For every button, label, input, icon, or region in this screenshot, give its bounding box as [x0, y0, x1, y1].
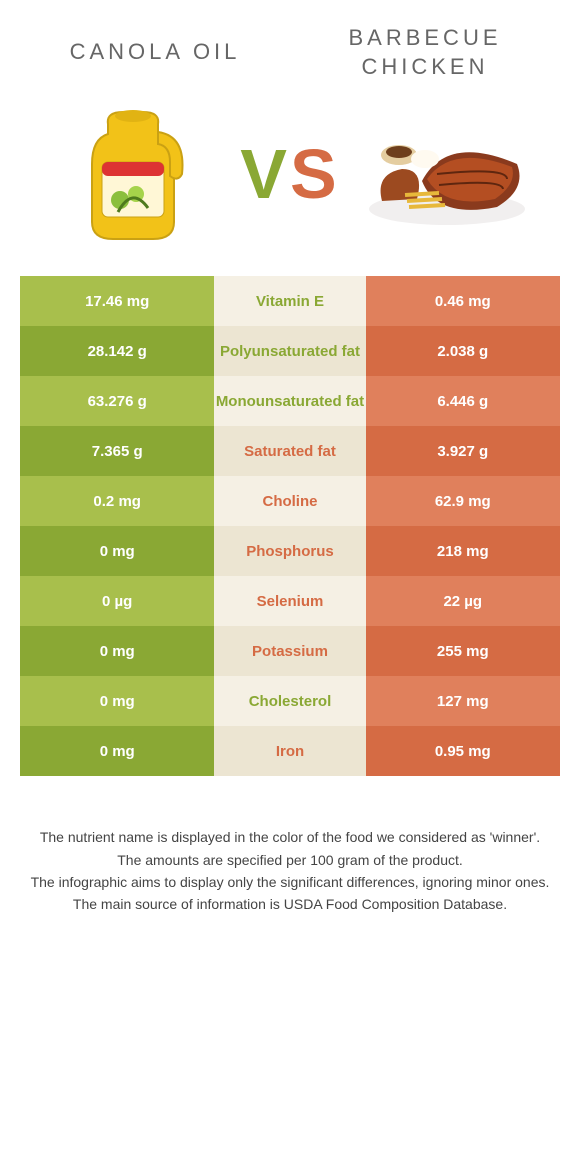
nutrient-label: Potassium	[214, 626, 365, 676]
footnote-line: The nutrient name is displayed in the co…	[30, 826, 550, 848]
right-value: 127 mg	[366, 676, 560, 726]
left-value: 0 mg	[20, 526, 214, 576]
table-row: 0.2 mgCholine62.9 mg	[20, 476, 560, 526]
table-row: 0 mgCholesterol127 mg	[20, 676, 560, 726]
nutrient-label: Monounsaturated fat	[214, 376, 365, 426]
right-value: 2.038 g	[366, 326, 560, 376]
nutrient-label: Iron	[214, 726, 365, 776]
nutrient-label: Polyunsaturated fat	[214, 326, 365, 376]
table-row: 17.46 mgVitamin E0.46 mg	[20, 276, 560, 326]
left-value: 28.142 g	[20, 326, 214, 376]
right-value: 22 µg	[366, 576, 560, 626]
vs-label: VS	[240, 139, 339, 209]
vs-v: V	[240, 135, 290, 213]
header-titles: CANOLA OIL BARBECUE CHICKEN	[0, 0, 580, 91]
right-value: 255 mg	[366, 626, 560, 676]
table-row: 0 µgSelenium22 µg	[20, 576, 560, 626]
footnote-line: The amounts are specified per 100 gram o…	[30, 849, 550, 871]
left-value: 7.365 g	[20, 426, 214, 476]
vs-s: S	[290, 135, 340, 213]
right-value: 218 mg	[366, 526, 560, 576]
infographic: CANOLA OIL BARBECUE CHICKEN VS	[0, 0, 580, 956]
table-row: 0 mgPhosphorus218 mg	[20, 526, 560, 576]
comparison-table: 17.46 mgVitamin E0.46 mg28.142 gPolyunsa…	[0, 276, 580, 796]
left-value: 0 mg	[20, 726, 214, 776]
left-value: 0 mg	[20, 626, 214, 676]
table-row: 28.142 gPolyunsaturated fat2.038 g	[20, 326, 560, 376]
left-value: 0 mg	[20, 676, 214, 726]
nutrient-label: Choline	[214, 476, 365, 526]
footnote-line: The infographic aims to display only the…	[30, 871, 550, 893]
right-food-title: BARBECUE CHICKEN	[290, 24, 560, 81]
left-value: 17.46 mg	[20, 276, 214, 326]
footnote-line: The main source of information is USDA F…	[30, 893, 550, 915]
left-food-title: CANOLA OIL	[20, 38, 290, 67]
table-row: 0 mgPotassium255 mg	[20, 626, 560, 676]
left-food-name: CANOLA OIL	[20, 38, 290, 67]
right-value: 62.9 mg	[366, 476, 560, 526]
right-value: 3.927 g	[366, 426, 560, 476]
nutrient-label: Phosphorus	[214, 526, 365, 576]
left-value: 63.276 g	[20, 376, 214, 426]
nutrient-label: Selenium	[214, 576, 365, 626]
nutrient-label: Vitamin E	[214, 276, 365, 326]
right-value: 6.446 g	[366, 376, 560, 426]
nutrient-label: Saturated fat	[214, 426, 365, 476]
canola-oil-image	[60, 101, 205, 246]
nutrient-label: Cholesterol	[214, 676, 365, 726]
table-row: 7.365 gSaturated fat3.927 g	[20, 426, 560, 476]
left-value: 0.2 mg	[20, 476, 214, 526]
footnotes: The nutrient name is displayed in the co…	[0, 796, 580, 956]
barbecue-chicken-image	[375, 101, 520, 246]
vs-row: VS	[0, 91, 580, 276]
right-food-name: BARBECUE CHICKEN	[290, 24, 560, 81]
table-row: 0 mgIron0.95 mg	[20, 726, 560, 776]
left-value: 0 µg	[20, 576, 214, 626]
table-row: 63.276 gMonounsaturated fat6.446 g	[20, 376, 560, 426]
right-value: 0.46 mg	[366, 276, 560, 326]
right-value: 0.95 mg	[366, 726, 560, 776]
